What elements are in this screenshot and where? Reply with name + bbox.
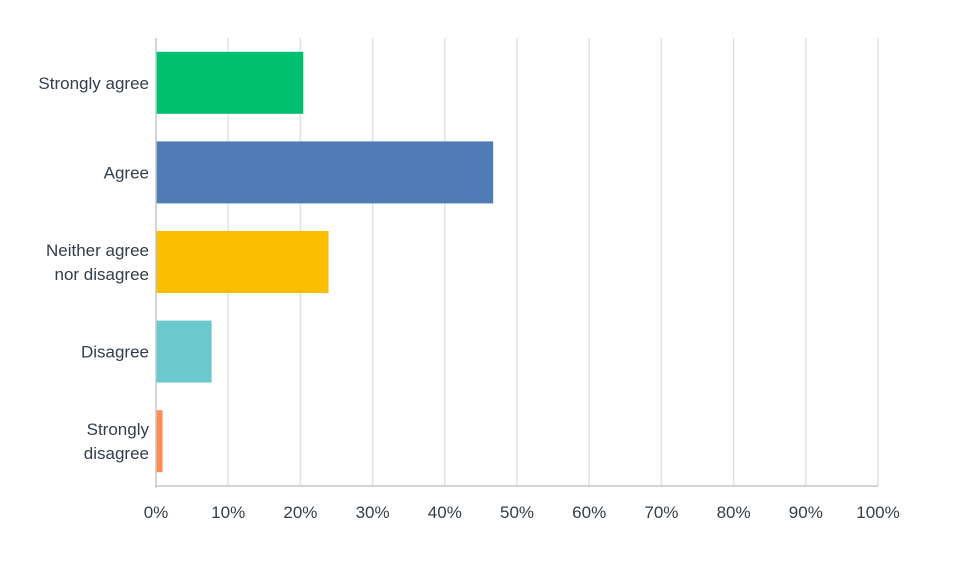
x-tick-label: 20% [283, 503, 317, 522]
y-category-label: Strongly agree [38, 74, 149, 93]
x-tick-label: 70% [644, 503, 678, 522]
x-axis-tick-labels: 0% 10% 20% 30% 40% 50% 60% 70% 80% 90% 100% [144, 503, 900, 522]
y-axis-category-labels: Strongly agree Agree Neither agree nor disa… [38, 74, 149, 463]
bar[interactable] [156, 51, 304, 114]
x-tick-label: 10% [211, 503, 245, 522]
x-tick-label: 60% [572, 503, 606, 522]
bar[interactable] [156, 410, 163, 473]
x-tick-label: 80% [717, 503, 751, 522]
axes [155, 38, 878, 488]
y-category-label: Disagree [81, 343, 149, 362]
x-tick-label: 90% [789, 503, 823, 522]
bar[interactable] [156, 320, 212, 383]
bars [156, 51, 494, 473]
x-tick-label: 0% [144, 503, 169, 522]
x-tick-label: 50% [500, 503, 534, 522]
bar[interactable] [156, 141, 494, 204]
y-category-label: Strongly disagree [84, 420, 150, 463]
x-tick-label: 100% [856, 503, 899, 522]
y-category-label: Agree [104, 163, 149, 182]
y-category-label: Neither agree nor disagree [46, 241, 149, 284]
x-tick-label: 40% [428, 503, 462, 522]
x-tick-label: 30% [356, 503, 390, 522]
bar[interactable] [156, 231, 329, 293]
